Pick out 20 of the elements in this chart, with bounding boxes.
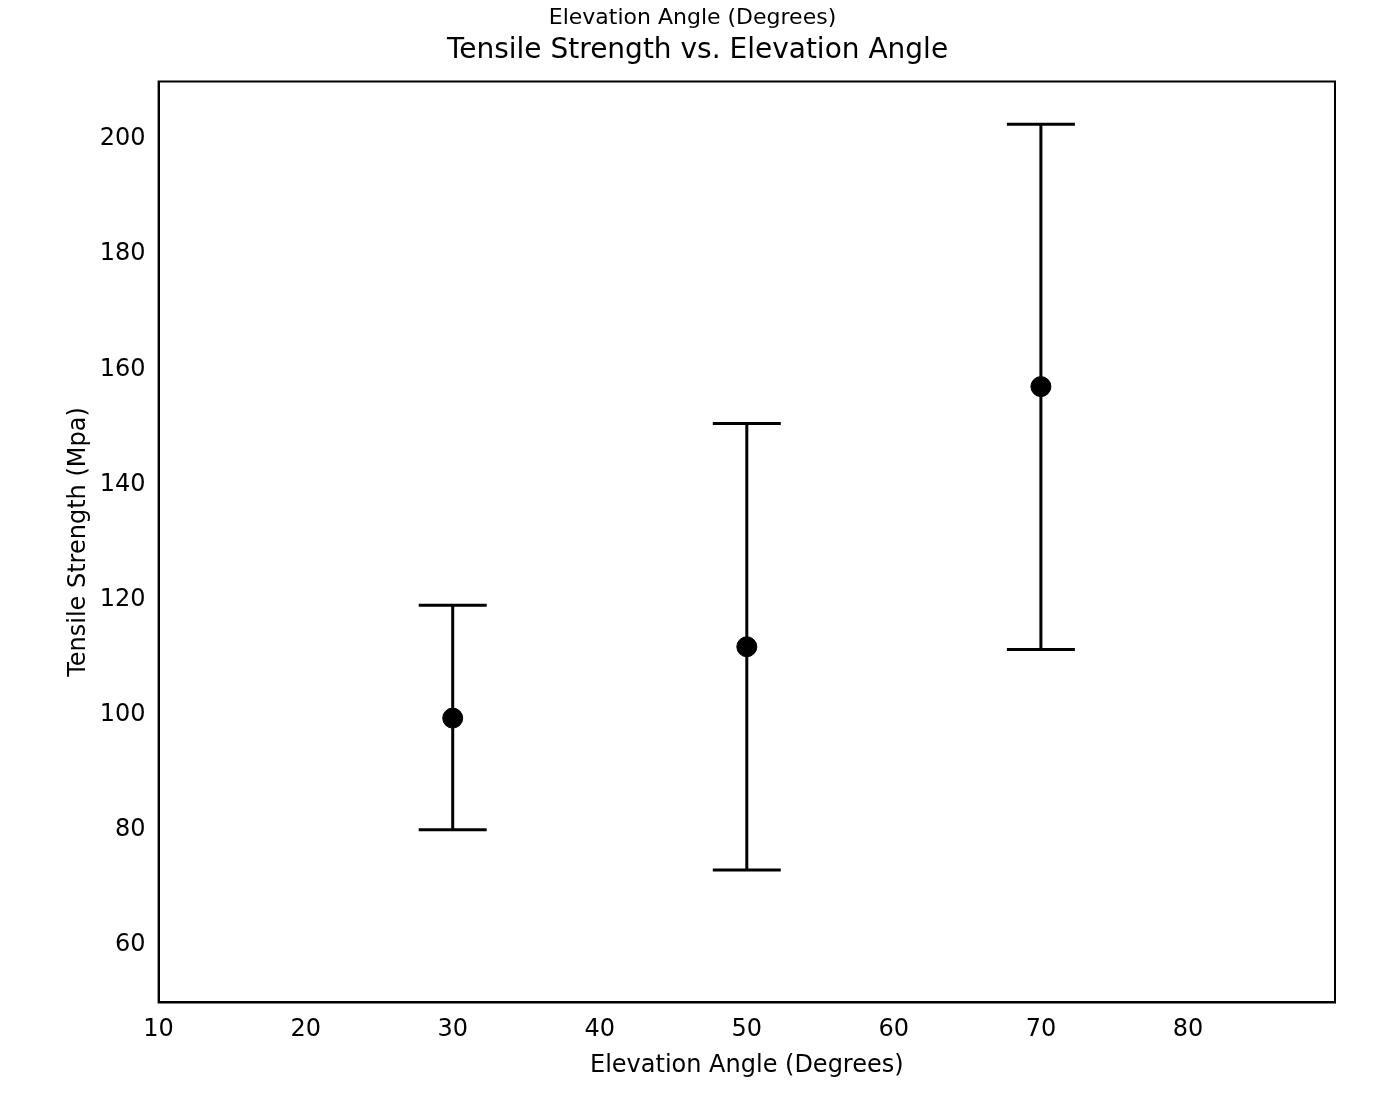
x-tick-label: 40 (584, 1014, 616, 1043)
y-tick-label: 80 (115, 813, 146, 842)
text: Elevation Angle (Degrees) (548, 4, 837, 29)
y-tick-label: 120 (99, 583, 146, 612)
y-axis-title: Tensile Strength (Mpa) (62, 407, 91, 678)
chart-title: Tensile Strength vs. Elevation Angle (445, 32, 949, 66)
y-tick-label: 200 (99, 123, 146, 152)
y-tick-label: 160 (99, 353, 146, 382)
x-tick-label: 50 (731, 1014, 763, 1043)
x-tick-label: 60 (878, 1014, 910, 1043)
y-tick-label: 180 (99, 238, 146, 267)
x-tick-label: 30 (437, 1014, 468, 1043)
x-axis-title: Elevation Angle (Degrees) (589, 1049, 904, 1078)
x-tick-label: 80 (1172, 1014, 1204, 1043)
x-tick-label: 10 (143, 1014, 174, 1043)
y-tick-label: 60 (115, 929, 146, 958)
y-tick-label: 100 (99, 698, 146, 727)
x-tick-label: 20 (290, 1014, 321, 1043)
x-tick-label: 70 (1025, 1014, 1057, 1043)
y-tick-label: 140 (99, 468, 146, 497)
